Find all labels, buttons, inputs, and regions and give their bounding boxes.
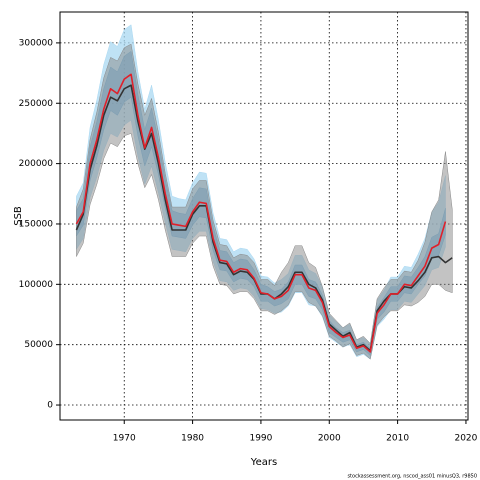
x-tick-label: 2010 — [386, 434, 409, 444]
plot-area — [60, 12, 468, 420]
x-axis-label: Years — [250, 457, 277, 468]
source-note: stockassessment.org, nscod_ass01 minusQ3… — [347, 474, 477, 480]
y-tick-label: 0 — [47, 401, 53, 411]
y-tick-label: 200000 — [19, 159, 54, 169]
plot-frame — [59, 11, 469, 421]
y-tick-label: 50000 — [24, 340, 53, 350]
series-line — [75, 73, 447, 353]
confidence-band — [76, 43, 453, 360]
x-tick-label: 1990 — [249, 434, 272, 444]
x-tick-label: 2020 — [454, 434, 477, 444]
y-tick-label: 300000 — [19, 38, 54, 48]
y-tick-label: 250000 — [19, 99, 54, 109]
x-tick-label: 2000 — [318, 434, 341, 444]
x-tick-label: 1980 — [181, 434, 204, 444]
y-tick-label: 100000 — [19, 280, 54, 290]
y-tick-label: 150000 — [19, 219, 54, 229]
y-axis-label: SSB — [13, 206, 24, 226]
x-tick-label: 1970 — [113, 434, 136, 444]
